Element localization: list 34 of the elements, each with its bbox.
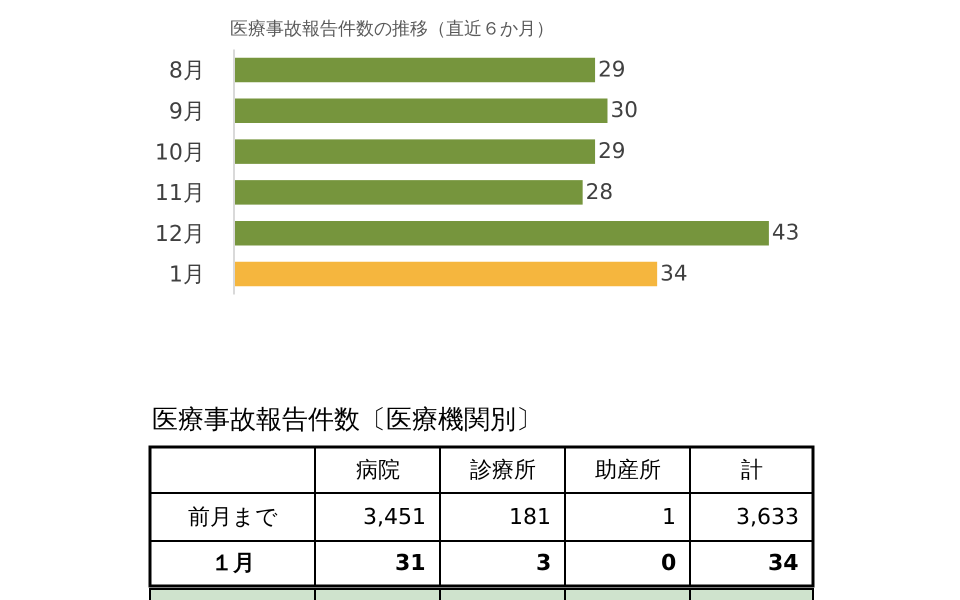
data-label: 3 xyxy=(536,551,552,576)
data-label: 3,633 xyxy=(736,505,799,530)
y-tick-label: 1月 xyxy=(168,262,205,288)
data-label: 43 xyxy=(772,220,800,246)
data-label: 3,451 xyxy=(363,505,426,530)
bar xyxy=(235,262,658,286)
y-tick-label: 11月 xyxy=(154,181,205,206)
chart-title: 医療事故報告件数の推移（直近６か月） xyxy=(230,18,554,40)
data-label: 34 xyxy=(660,261,688,286)
x-tick-label: 診療所 xyxy=(470,458,536,483)
bar xyxy=(235,139,596,164)
data-label: 181 xyxy=(509,505,551,530)
x-tick-label: 病院 xyxy=(356,458,400,483)
data-label: 29 xyxy=(598,57,626,82)
data-label: 31 xyxy=(395,551,426,576)
x-tick-label: 助産所 xyxy=(595,458,661,483)
data-label: 30 xyxy=(610,98,638,124)
data-label: 0 xyxy=(661,551,676,576)
bar xyxy=(235,98,608,124)
y-tick-label: 9月 xyxy=(168,100,205,124)
bar xyxy=(235,220,769,246)
chart-title: 医療事故報告件数〔医療機関別〕 xyxy=(152,405,542,435)
y-tick-label: 8月 xyxy=(168,58,205,84)
y-tick-label: 12月 xyxy=(154,222,205,247)
data-label: 34 xyxy=(768,551,799,576)
x-tick-label: 計 xyxy=(741,458,763,483)
bar xyxy=(235,58,596,82)
data-label: 1 xyxy=(662,505,676,530)
bar xyxy=(235,180,583,205)
y-tick-label: 10月 xyxy=(154,140,205,166)
data-label: 28 xyxy=(586,180,614,205)
y-tick-label: １月 xyxy=(211,551,255,576)
data-label: 29 xyxy=(598,138,626,164)
y-tick-label: 前月まで xyxy=(188,505,278,530)
